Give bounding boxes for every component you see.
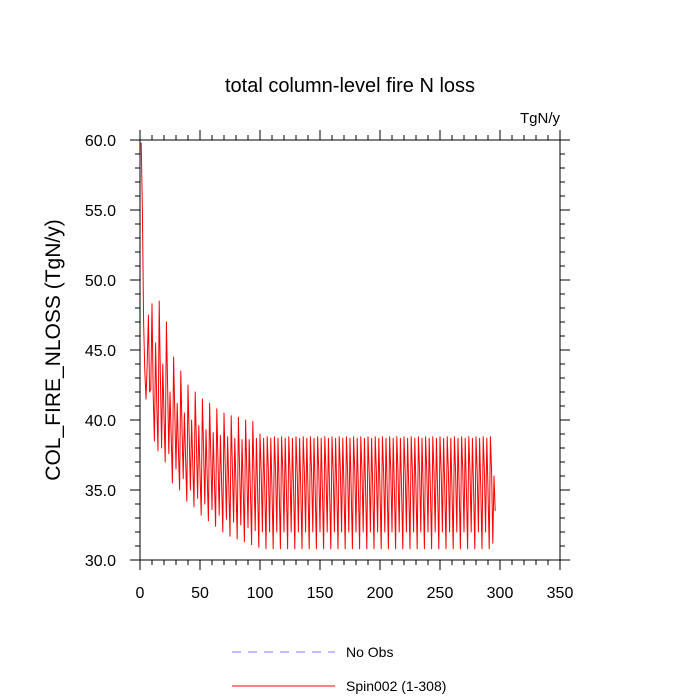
x-tick-label: 200: [367, 585, 394, 602]
series-line-1: [140, 142, 496, 550]
y-tick-label: 60.0: [85, 133, 116, 150]
x-tick-label: 300: [487, 585, 514, 602]
units-label: TgN/y: [520, 110, 561, 127]
x-tick-label: 150: [307, 585, 334, 602]
y-tick-label: 30.0: [85, 553, 116, 570]
y-tick-label: 45.0: [85, 343, 116, 360]
legend-label-1: Spin002 (1-308): [346, 678, 446, 694]
x-tick-label: 50: [191, 585, 209, 602]
x-tick-label: 100: [247, 585, 274, 602]
x-tick-label: 0: [136, 585, 145, 602]
x-tick-label: 350: [547, 585, 574, 602]
legend-label-0: No Obs: [346, 644, 393, 660]
y-tick-label: 55.0: [85, 203, 116, 220]
y-tick-label: 35.0: [85, 483, 116, 500]
legend: No Obs Spin002 (1-308): [232, 644, 446, 694]
chart-title: total column-level fire N loss: [225, 75, 475, 97]
plot-frame: [139, 139, 561, 561]
x-tick-label: 250: [427, 585, 454, 602]
series-layer: [140, 142, 496, 550]
y-tick-label: 40.0: [85, 413, 116, 430]
y-axis-label: COL_FIRE_NLOSS (TgN/y): [42, 219, 65, 480]
axes-layer: 0 50 100 150 200 250 300 350 30.0 35.0 40.0 45.0 50.…: [85, 130, 574, 602]
y-tick-label: 50.0: [85, 273, 116, 290]
